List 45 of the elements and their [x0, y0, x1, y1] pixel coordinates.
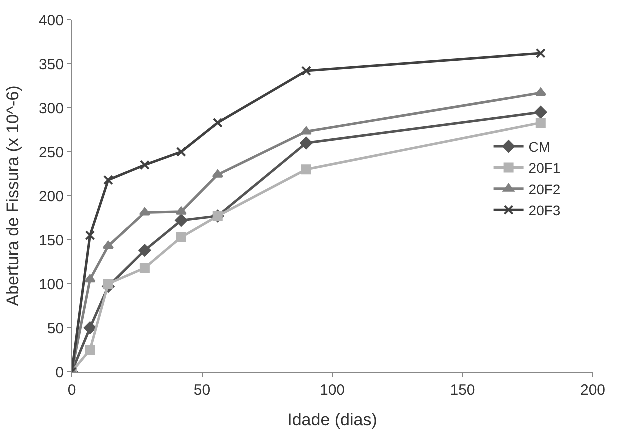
legend-label: 20F1 [528, 160, 561, 176]
point [175, 214, 188, 227]
x-tick-label: 0 [68, 382, 76, 399]
point [536, 48, 546, 58]
x-axis-title: Idade (dias) [288, 410, 378, 430]
point [85, 345, 96, 355]
point [212, 170, 224, 178]
legend-label: 20F2 [528, 181, 561, 198]
y-tick-label: 350 [38, 56, 64, 74]
point [535, 88, 547, 96]
y-tick-label: 250 [38, 144, 64, 162]
x-tick-label: 150 [450, 382, 476, 399]
y-tick-label: 150 [38, 232, 64, 250]
y-tick-label: 0 [56, 364, 64, 382]
x-tick-label: 100 [320, 382, 346, 399]
point [85, 230, 96, 241]
point [176, 232, 186, 242]
point [212, 118, 223, 128]
point [176, 206, 188, 215]
x-tick-label: 50 [194, 382, 211, 399]
point [102, 241, 114, 250]
y-tick-label: 50 [47, 320, 64, 338]
y-tick-label: 200 [38, 188, 64, 206]
point [138, 244, 152, 257]
y-tick-label: 400 [38, 12, 64, 30]
point [103, 279, 114, 289]
legend-label: 20F3 [528, 202, 561, 219]
point [301, 66, 312, 76]
point [300, 137, 313, 150]
point [84, 274, 96, 283]
point [534, 106, 548, 119]
point [300, 126, 312, 135]
point [103, 175, 114, 186]
y-axis-title: Abertura de Fissura (x 10^-6) [4, 86, 23, 306]
point [140, 263, 150, 274]
point [139, 208, 151, 216]
point [140, 160, 150, 170]
y-tick-label: 100 [38, 276, 64, 294]
y-tick-label: 300 [38, 100, 64, 118]
point [84, 322, 96, 334]
point [176, 147, 186, 157]
legend-label: CM [528, 138, 551, 155]
x-tick-label: 200 [580, 382, 606, 399]
point [536, 118, 546, 128]
point [301, 164, 312, 175]
